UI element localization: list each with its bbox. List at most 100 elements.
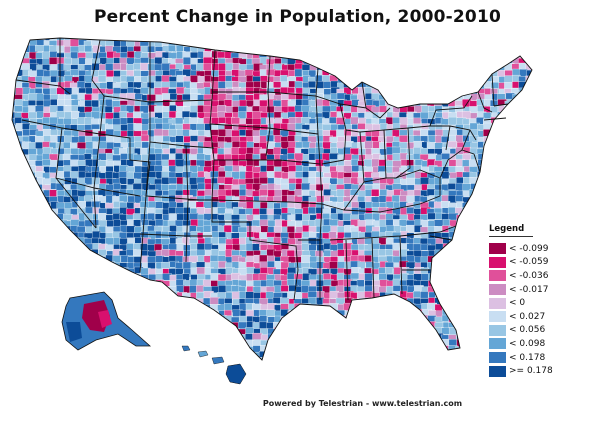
county-cell	[120, 45, 128, 54]
legend-swatch	[489, 284, 506, 296]
county-cell	[497, 51, 507, 58]
county-cell	[503, 141, 515, 149]
county-cell	[14, 226, 22, 235]
county-cell	[448, 303, 457, 313]
county-cell	[15, 352, 24, 360]
county-cell	[43, 321, 52, 329]
county-cell	[337, 39, 347, 47]
county-cell	[406, 327, 415, 337]
county-cell	[56, 256, 66, 264]
county-cell	[413, 75, 424, 84]
county-cell	[211, 38, 222, 44]
county-cell	[350, 39, 358, 48]
county-cell	[447, 286, 456, 294]
county-cell	[455, 303, 465, 312]
county-cell	[497, 141, 508, 148]
county-cell	[470, 250, 481, 258]
county-cell	[308, 81, 316, 88]
county-cell	[533, 178, 542, 186]
county-cell	[188, 304, 200, 312]
county-cell	[42, 357, 51, 360]
county-cell	[477, 69, 485, 78]
county-cell	[351, 358, 360, 360]
county-cell	[36, 339, 47, 348]
county-cell	[141, 351, 150, 360]
county-cell	[28, 255, 39, 265]
county-cell	[393, 339, 403, 346]
county-cell	[71, 243, 82, 252]
county-cell	[533, 135, 542, 142]
county-cell	[476, 256, 487, 265]
county-cell	[336, 332, 346, 340]
county-cell	[463, 309, 472, 319]
county-cell	[309, 52, 318, 62]
county-cell	[316, 52, 324, 62]
county-cell	[70, 69, 81, 76]
legend-label: < 0.178	[509, 352, 546, 363]
county-cell	[84, 45, 92, 53]
county-cell	[343, 38, 352, 42]
county-cell	[133, 304, 143, 313]
county-cell	[476, 201, 485, 210]
county-cell	[42, 159, 51, 166]
county-cell	[399, 357, 408, 360]
county-cell	[225, 339, 236, 349]
county-cell	[49, 189, 57, 198]
county-cell	[204, 309, 213, 319]
county-cell	[21, 358, 30, 360]
county-cell	[350, 45, 361, 53]
county-cell	[372, 38, 383, 43]
county-cell	[476, 261, 486, 270]
county-cell	[175, 297, 184, 306]
county-cell	[196, 322, 205, 329]
county-cell	[29, 344, 39, 352]
county-cell	[329, 327, 338, 335]
county-cell	[84, 94, 93, 101]
county-cell	[526, 123, 532, 131]
county-cell	[448, 51, 459, 59]
county-cell	[288, 46, 298, 56]
county-cell	[210, 333, 220, 342]
county-cell	[13, 39, 23, 47]
county-cell	[498, 40, 507, 50]
county-cell	[148, 291, 158, 299]
county-cell	[441, 280, 452, 288]
county-cell	[281, 99, 289, 108]
county-cell	[176, 45, 184, 52]
county-cell	[455, 46, 464, 55]
legend-label: < 0.098	[509, 338, 546, 349]
county-cell	[512, 141, 522, 149]
county-cell	[511, 136, 520, 146]
county-cell	[434, 70, 445, 78]
county-cell	[414, 340, 424, 347]
county-cell	[13, 159, 24, 168]
county-cell	[364, 237, 373, 245]
county-cell	[456, 298, 465, 307]
county-cell	[133, 249, 141, 256]
county-cell	[511, 213, 520, 223]
county-cell	[434, 62, 443, 70]
county-cell	[343, 352, 352, 360]
county-cell	[28, 184, 36, 193]
county-cell	[14, 250, 24, 258]
county-cell	[406, 88, 415, 95]
county-cell	[36, 351, 45, 359]
county-cell	[413, 93, 422, 102]
county-cell	[140, 316, 150, 325]
county-cell	[316, 135, 324, 142]
legend-item: < 0.056	[489, 324, 559, 338]
county-cell	[266, 309, 276, 317]
county-cell	[218, 195, 227, 203]
county-cell	[36, 111, 44, 119]
county-cell	[22, 280, 31, 288]
county-cell	[210, 237, 219, 245]
county-cell	[29, 321, 39, 328]
county-cell	[350, 321, 359, 328]
county-cell	[533, 57, 542, 65]
county-cell	[98, 357, 109, 360]
county-cell	[449, 291, 460, 301]
county-cell	[420, 321, 429, 329]
county-cell	[414, 88, 424, 97]
county-cell	[372, 39, 381, 48]
county-cell	[105, 340, 115, 350]
